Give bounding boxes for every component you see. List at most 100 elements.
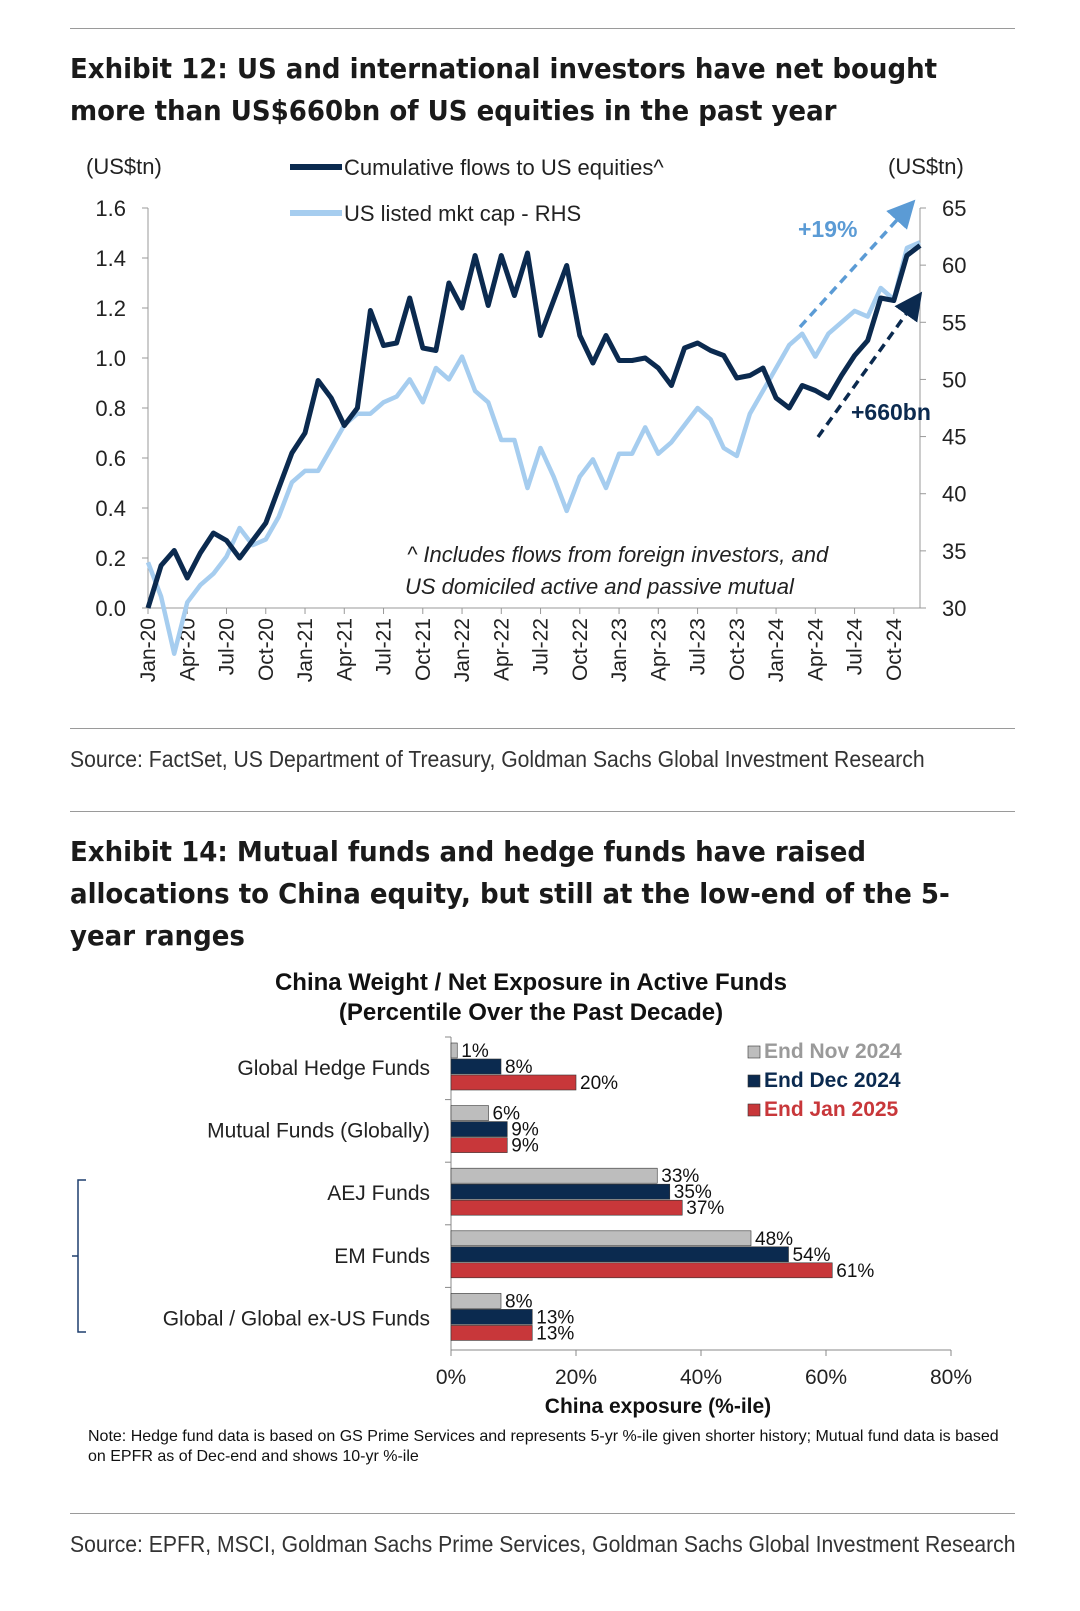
right-tick-label: 45: [942, 425, 966, 450]
bar-category-label: Global / Global ex-US Funds: [163, 1307, 430, 1330]
bar-data-label: 13%: [536, 1323, 574, 1344]
bar: [450, 1230, 752, 1247]
bar: [450, 1293, 502, 1309]
arrow-mkt-cap-growth: [798, 199, 916, 329]
bar: [450, 1199, 683, 1216]
x-tick-label: Jan-24: [765, 618, 788, 683]
right-unit-label: (US$tn): [888, 154, 964, 179]
x-tick-label: Jul-20: [216, 618, 239, 675]
right-tick-label: 60: [942, 253, 966, 278]
legend-label-cumulative-flows: Cumulative flows to US equities^: [344, 155, 664, 180]
x-tick-label: Oct-24: [883, 618, 906, 681]
bar-data-label: 8%: [505, 1057, 533, 1078]
annotation-plus-19-percent: +19%: [798, 216, 857, 242]
series-line-cumulative-flows: [145, 243, 922, 609]
exhibit14-top-rule: [70, 811, 1015, 812]
left-tick-label: 0.8: [95, 396, 126, 421]
bar-data-label: 37%: [686, 1198, 724, 1219]
legend-label: End Dec 2024: [764, 1069, 901, 1092]
series-line-mkt-cap: [145, 240, 921, 656]
bar-x-tick-label: 80%: [930, 1366, 972, 1389]
left-tick-label: 1.2: [95, 296, 126, 321]
right-tick-label: 50: [942, 367, 966, 392]
left-tick-label: 1.4: [95, 246, 126, 271]
exhibit14-bottom-rule: [70, 1513, 1015, 1514]
bar-x-tick-label: 60%: [805, 1366, 847, 1389]
x-tick-label: Oct-23: [726, 618, 749, 681]
bar-data-label: 1%: [461, 1041, 489, 1062]
bar-data-label: 48%: [755, 1229, 793, 1250]
bar-data-label: 9%: [511, 1120, 539, 1141]
exhibit12-source: Source: FactSet, US Department of Treasu…: [70, 746, 925, 772]
bar: [450, 1042, 458, 1059]
bar-data-label: 20%: [580, 1073, 618, 1094]
bar-x-axis-label: China exposure (%-ile): [545, 1395, 771, 1418]
right-tick-label: 30: [942, 596, 966, 621]
legend-swatch: [747, 1045, 761, 1059]
bar: [450, 1262, 833, 1279]
bar-category-label: Global Hedge Funds: [237, 1057, 430, 1080]
legend-label: End Nov 2024: [764, 1040, 902, 1063]
line-chart-axes: 0.0 0.2 0.4 0.6 0.8 1.0 1.2 1.4 1.6 30 35 40 45 50 55 6…: [86, 154, 966, 682]
bar-x-tick-label: 20%: [555, 1366, 597, 1389]
bar: [450, 1074, 577, 1091]
line-chart: 0.0 0.2 0.4 0.6 0.8 1.0 1.2 1.4 1.6 30 35 40 45 50 55 6…: [86, 154, 966, 682]
right-tick-label: 35: [942, 539, 966, 564]
x-tick-label: Jul-21: [373, 618, 396, 675]
line-chart-annotations: Cumulative flows to US equities^ US liste…: [290, 155, 931, 599]
bar: [450, 1325, 533, 1341]
x-tick-label: Jul-23: [687, 618, 710, 675]
bar-data-label: 6%: [493, 1104, 521, 1125]
line-chart-series: [145, 240, 922, 656]
footnote-line-1: ^ Includes flows from foreign investors,…: [407, 542, 829, 567]
right-tick-label: 55: [942, 310, 966, 335]
bar: [450, 1167, 658, 1184]
x-tick-label: Oct-21: [412, 618, 435, 681]
exhibit14-source: Source: EPFR, MSCI, Goldman Sachs Prime …: [70, 1531, 1016, 1557]
bar-data-label: 54%: [793, 1245, 831, 1266]
footnote-line-2: US domiciled active and passive mutual: [405, 574, 795, 599]
x-tick-label: Jan-21: [294, 618, 317, 682]
annotation-plus-660bn: +660bn: [851, 399, 931, 425]
bar-chart-subtitle: (Percentile Over the Past Decade): [339, 999, 723, 1026]
bar: [450, 1058, 502, 1075]
arrow-flows-growth: [816, 291, 923, 439]
x-tick-label: Apr-22: [490, 618, 513, 681]
bar: [450, 1183, 671, 1200]
legend-swatch: [747, 1074, 761, 1088]
bar: [450, 1105, 489, 1121]
legend-swatch: [747, 1103, 761, 1117]
left-tick-label: 0.0: [95, 596, 126, 621]
x-tick-label: Apr-23: [647, 618, 670, 681]
bar-data-label: 33%: [661, 1166, 699, 1187]
x-tick-label: Jan-23: [608, 618, 631, 682]
bar: [450, 1309, 533, 1325]
bar-chart-body: China Weight / Net Exposure in Active Fu…: [72, 969, 972, 1418]
bar-chart-title: China Weight / Net Exposure in Active Fu…: [275, 969, 787, 996]
top-rule: [70, 28, 1015, 29]
bar-data-label: 8%: [505, 1291, 533, 1312]
legend-label-mkt-cap: US listed mkt cap - RHS: [344, 201, 581, 226]
x-tick-label: Jul-22: [530, 618, 553, 675]
x-tick-label: Jan-20: [137, 618, 160, 682]
left-tick-label: 1.0: [95, 346, 126, 371]
regional-funds-bracket: [77, 1179, 86, 1333]
bar-x-tick-label: 40%: [680, 1366, 722, 1389]
bar-category-label: Mutual Funds (Globally): [207, 1120, 430, 1143]
bar-data-label: 9%: [511, 1136, 539, 1157]
bar-chart: China Weight / Net Exposure in Active Fu…: [72, 969, 972, 1418]
x-tick-label: Apr-21: [333, 618, 356, 681]
left-tick-label: 0.4: [95, 496, 126, 521]
exhibit14-title: Exhibit 14: Mutual funds and hedge funds…: [70, 835, 950, 952]
bar-data-label: 35%: [674, 1182, 712, 1203]
exhibit14-note: Note: Hedge fund data is based on GS Pri…: [88, 1428, 999, 1465]
x-tick-label: Apr-24: [804, 618, 827, 681]
bar-data-label: 13%: [536, 1307, 574, 1328]
left-unit-label: (US$tn): [86, 154, 162, 179]
bar-x-tick-label: 0%: [436, 1366, 466, 1389]
legend-label: End Jan 2025: [764, 1098, 899, 1121]
exhibit12-title: Exhibit 12: US and international investo…: [70, 52, 938, 127]
x-tick-label: Oct-22: [569, 618, 592, 681]
bar-category-label: EM Funds: [334, 1245, 430, 1268]
x-tick-label: Jul-24: [844, 618, 867, 676]
